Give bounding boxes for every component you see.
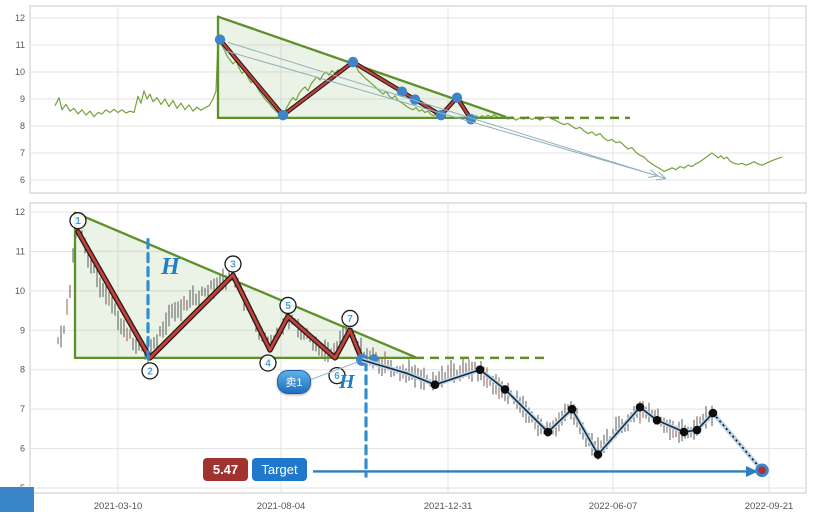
- sell-signal-badge[interactable]: 卖1: [277, 370, 311, 394]
- trend-projection-arrows: [223, 41, 667, 181]
- pivot-dot: [347, 56, 359, 68]
- svg-text:7: 7: [347, 314, 353, 325]
- svg-text:9: 9: [20, 325, 25, 335]
- pivot-dot: [277, 110, 289, 121]
- svg-text:9: 9: [20, 94, 25, 104]
- svg-text:4: 4: [265, 359, 271, 370]
- swing-dot: [593, 450, 603, 459]
- sell-connector-line: [306, 361, 359, 382]
- target-label-button[interactable]: Target: [252, 458, 307, 481]
- svg-text:7: 7: [20, 148, 25, 158]
- svg-text:6: 6: [20, 444, 25, 454]
- svg-text:11: 11: [16, 40, 25, 50]
- svg-text:10: 10: [15, 67, 25, 77]
- svg-text:2021-08-04: 2021-08-04: [257, 501, 306, 512]
- svg-text:2021-03-10: 2021-03-10: [94, 501, 143, 512]
- svg-text:12: 12: [15, 13, 25, 23]
- target-arrow: [313, 463, 769, 478]
- svg-text:6: 6: [20, 175, 25, 185]
- svg-text:7: 7: [20, 404, 25, 414]
- swing-dot: [430, 380, 440, 390]
- bottom-left-logo-badge[interactable]: [0, 487, 34, 512]
- pivot-dot: [451, 92, 463, 103]
- post-breakout-line: [361, 357, 764, 472]
- target-price-value: 5.47: [203, 458, 248, 481]
- svg-text:1: 1: [75, 216, 81, 227]
- pivot-dot: [435, 110, 447, 121]
- price-line: [54, 38, 783, 172]
- swing-dot: [543, 427, 553, 437]
- svg-text:2022-09-21: 2022-09-21: [745, 501, 794, 512]
- swing-dot: [500, 385, 510, 394]
- svg-text:5: 5: [285, 301, 291, 312]
- target-marker-inner: [758, 466, 766, 475]
- swing-dot: [567, 404, 577, 414]
- svg-text:2022-06-07: 2022-06-07: [589, 501, 638, 512]
- svg-text:8: 8: [20, 365, 25, 375]
- height-measure-lines: [146, 238, 368, 478]
- top-line-chart: [54, 15, 783, 172]
- x-axis-labels: 2021-03-10 2021-08-04 2021-12-31 2022-06-07…: [94, 501, 794, 512]
- svg-text:2021-12-31: 2021-12-31: [424, 501, 473, 512]
- top-panel-grid: 6 7 8 9 10 11 12: [15, 5, 807, 194]
- swing-dot: [692, 425, 702, 435]
- pattern-height-label-1: H: [161, 254, 180, 280]
- swing-dot: [475, 365, 485, 375]
- swing-dot: [652, 415, 662, 425]
- swing-dot: [708, 408, 718, 418]
- svg-text:3: 3: [230, 260, 236, 271]
- bottom-pattern-overlay: [73, 211, 548, 366]
- svg-text:2: 2: [147, 366, 153, 377]
- pivot-dot: [396, 86, 408, 97]
- swing-dot: [635, 402, 645, 412]
- svg-text:6: 6: [334, 371, 340, 382]
- pivot-dot: [409, 94, 421, 105]
- bottom-panel-grid: 56789101112: [15, 202, 807, 494]
- swing-dot: [679, 427, 689, 437]
- svg-text:11: 11: [16, 246, 25, 256]
- svg-text:10: 10: [15, 286, 25, 296]
- pivot-dot: [214, 34, 226, 45]
- svg-text:8: 8: [20, 121, 25, 131]
- svg-text:12: 12: [15, 207, 25, 217]
- pattern-height-label-2: H: [339, 371, 355, 393]
